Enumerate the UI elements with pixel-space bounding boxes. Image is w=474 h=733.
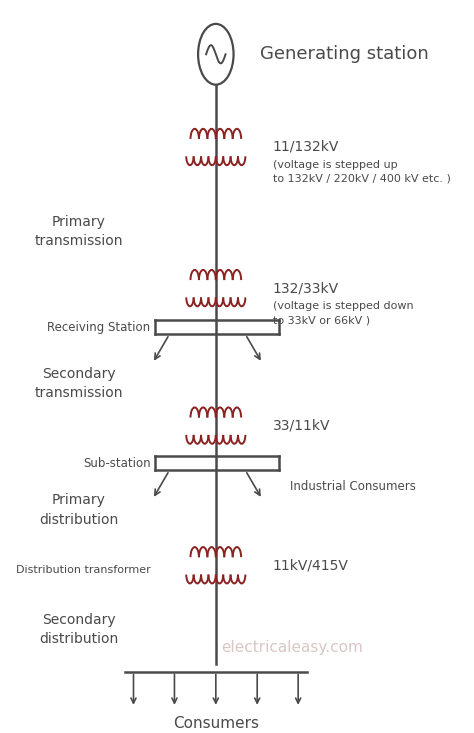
Text: Primary
distribution: Primary distribution (39, 493, 118, 527)
Text: 33/11kV: 33/11kV (273, 419, 330, 432)
Text: Distribution transformer: Distribution transformer (16, 565, 150, 575)
Text: 132/33kV: 132/33kV (273, 281, 339, 295)
Text: Generating station: Generating station (260, 45, 429, 63)
Text: Secondary
transmission: Secondary transmission (34, 366, 123, 400)
Text: Industrial Consumers: Industrial Consumers (290, 480, 416, 493)
Text: Primary
transmission: Primary transmission (34, 215, 123, 248)
Text: 11kV/415V: 11kV/415V (273, 558, 349, 572)
Text: 11/132kV: 11/132kV (273, 140, 339, 154)
Text: Consumers: Consumers (173, 716, 259, 732)
Text: Secondary
distribution: Secondary distribution (39, 613, 118, 647)
Text: (voltage is stepped down
to 33kV or 66kV ): (voltage is stepped down to 33kV or 66kV… (273, 301, 413, 325)
Text: Receiving Station: Receiving Station (47, 320, 150, 334)
Text: (voltage is stepped up
to 132kV / 220kV / 400 kV etc. ): (voltage is stepped up to 132kV / 220kV … (273, 160, 451, 184)
Text: Sub-station: Sub-station (83, 457, 150, 470)
Text: electricaleasy.com: electricaleasy.com (221, 640, 363, 655)
